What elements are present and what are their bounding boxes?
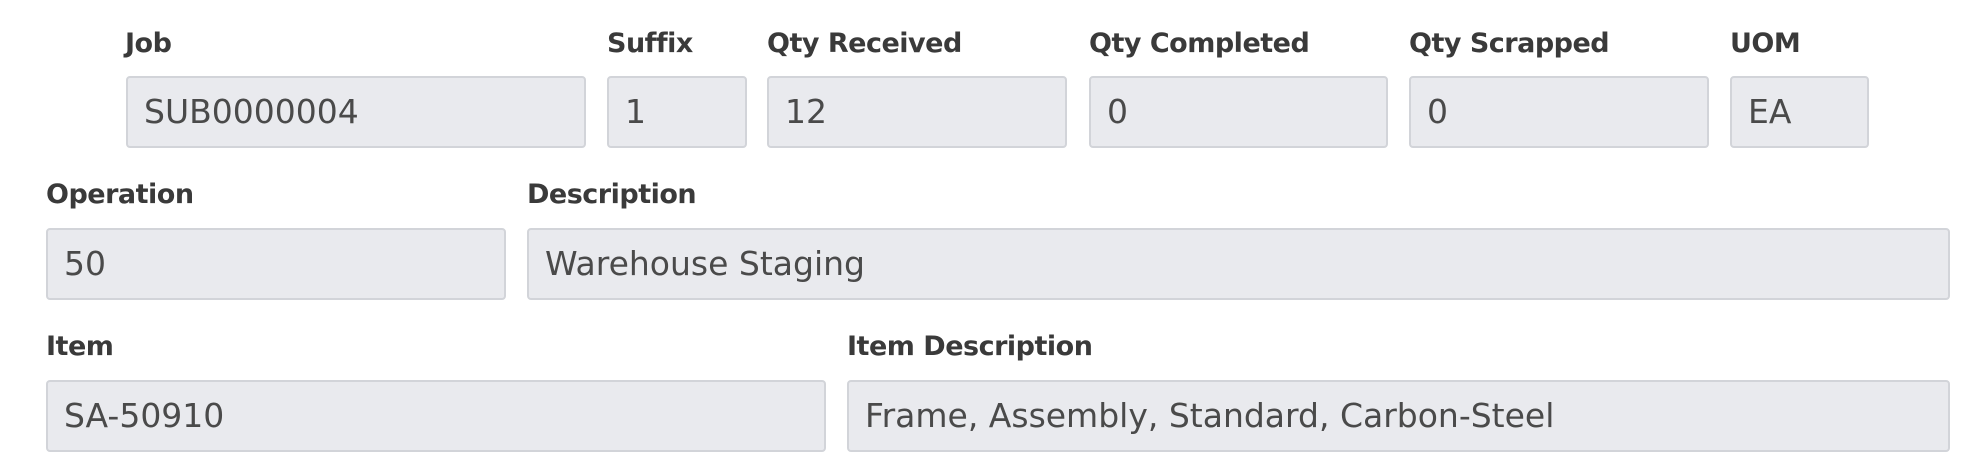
suffix-label: Suffix bbox=[607, 28, 693, 59]
description-label: Description bbox=[527, 179, 697, 210]
qty-completed-label: Qty Completed bbox=[1089, 28, 1310, 59]
description-field[interactable]: Warehouse Staging bbox=[527, 228, 1950, 300]
job-field[interactable]: SUB0000004 bbox=[126, 76, 586, 148]
qty-received-field[interactable]: 12 bbox=[767, 76, 1067, 148]
operation-field[interactable]: 50 bbox=[46, 228, 506, 300]
qty-completed-field[interactable]: 0 bbox=[1089, 76, 1388, 148]
operation-label: Operation bbox=[46, 179, 194, 210]
suffix-field[interactable]: 1 bbox=[607, 76, 747, 148]
qty-scrapped-field[interactable]: 0 bbox=[1409, 76, 1709, 148]
item-field[interactable]: SA-50910 bbox=[46, 380, 826, 452]
item-description-field[interactable]: Frame, Assembly, Standard, Carbon-Steel bbox=[847, 380, 1950, 452]
uom-label: UOM bbox=[1730, 28, 1801, 59]
item-description-label: Item Description bbox=[847, 331, 1093, 362]
qty-scrapped-label: Qty Scrapped bbox=[1409, 28, 1610, 59]
item-label: Item bbox=[46, 331, 114, 362]
job-label: Job bbox=[125, 28, 172, 59]
uom-field[interactable]: EA bbox=[1730, 76, 1869, 148]
qty-received-label: Qty Received bbox=[767, 28, 962, 59]
